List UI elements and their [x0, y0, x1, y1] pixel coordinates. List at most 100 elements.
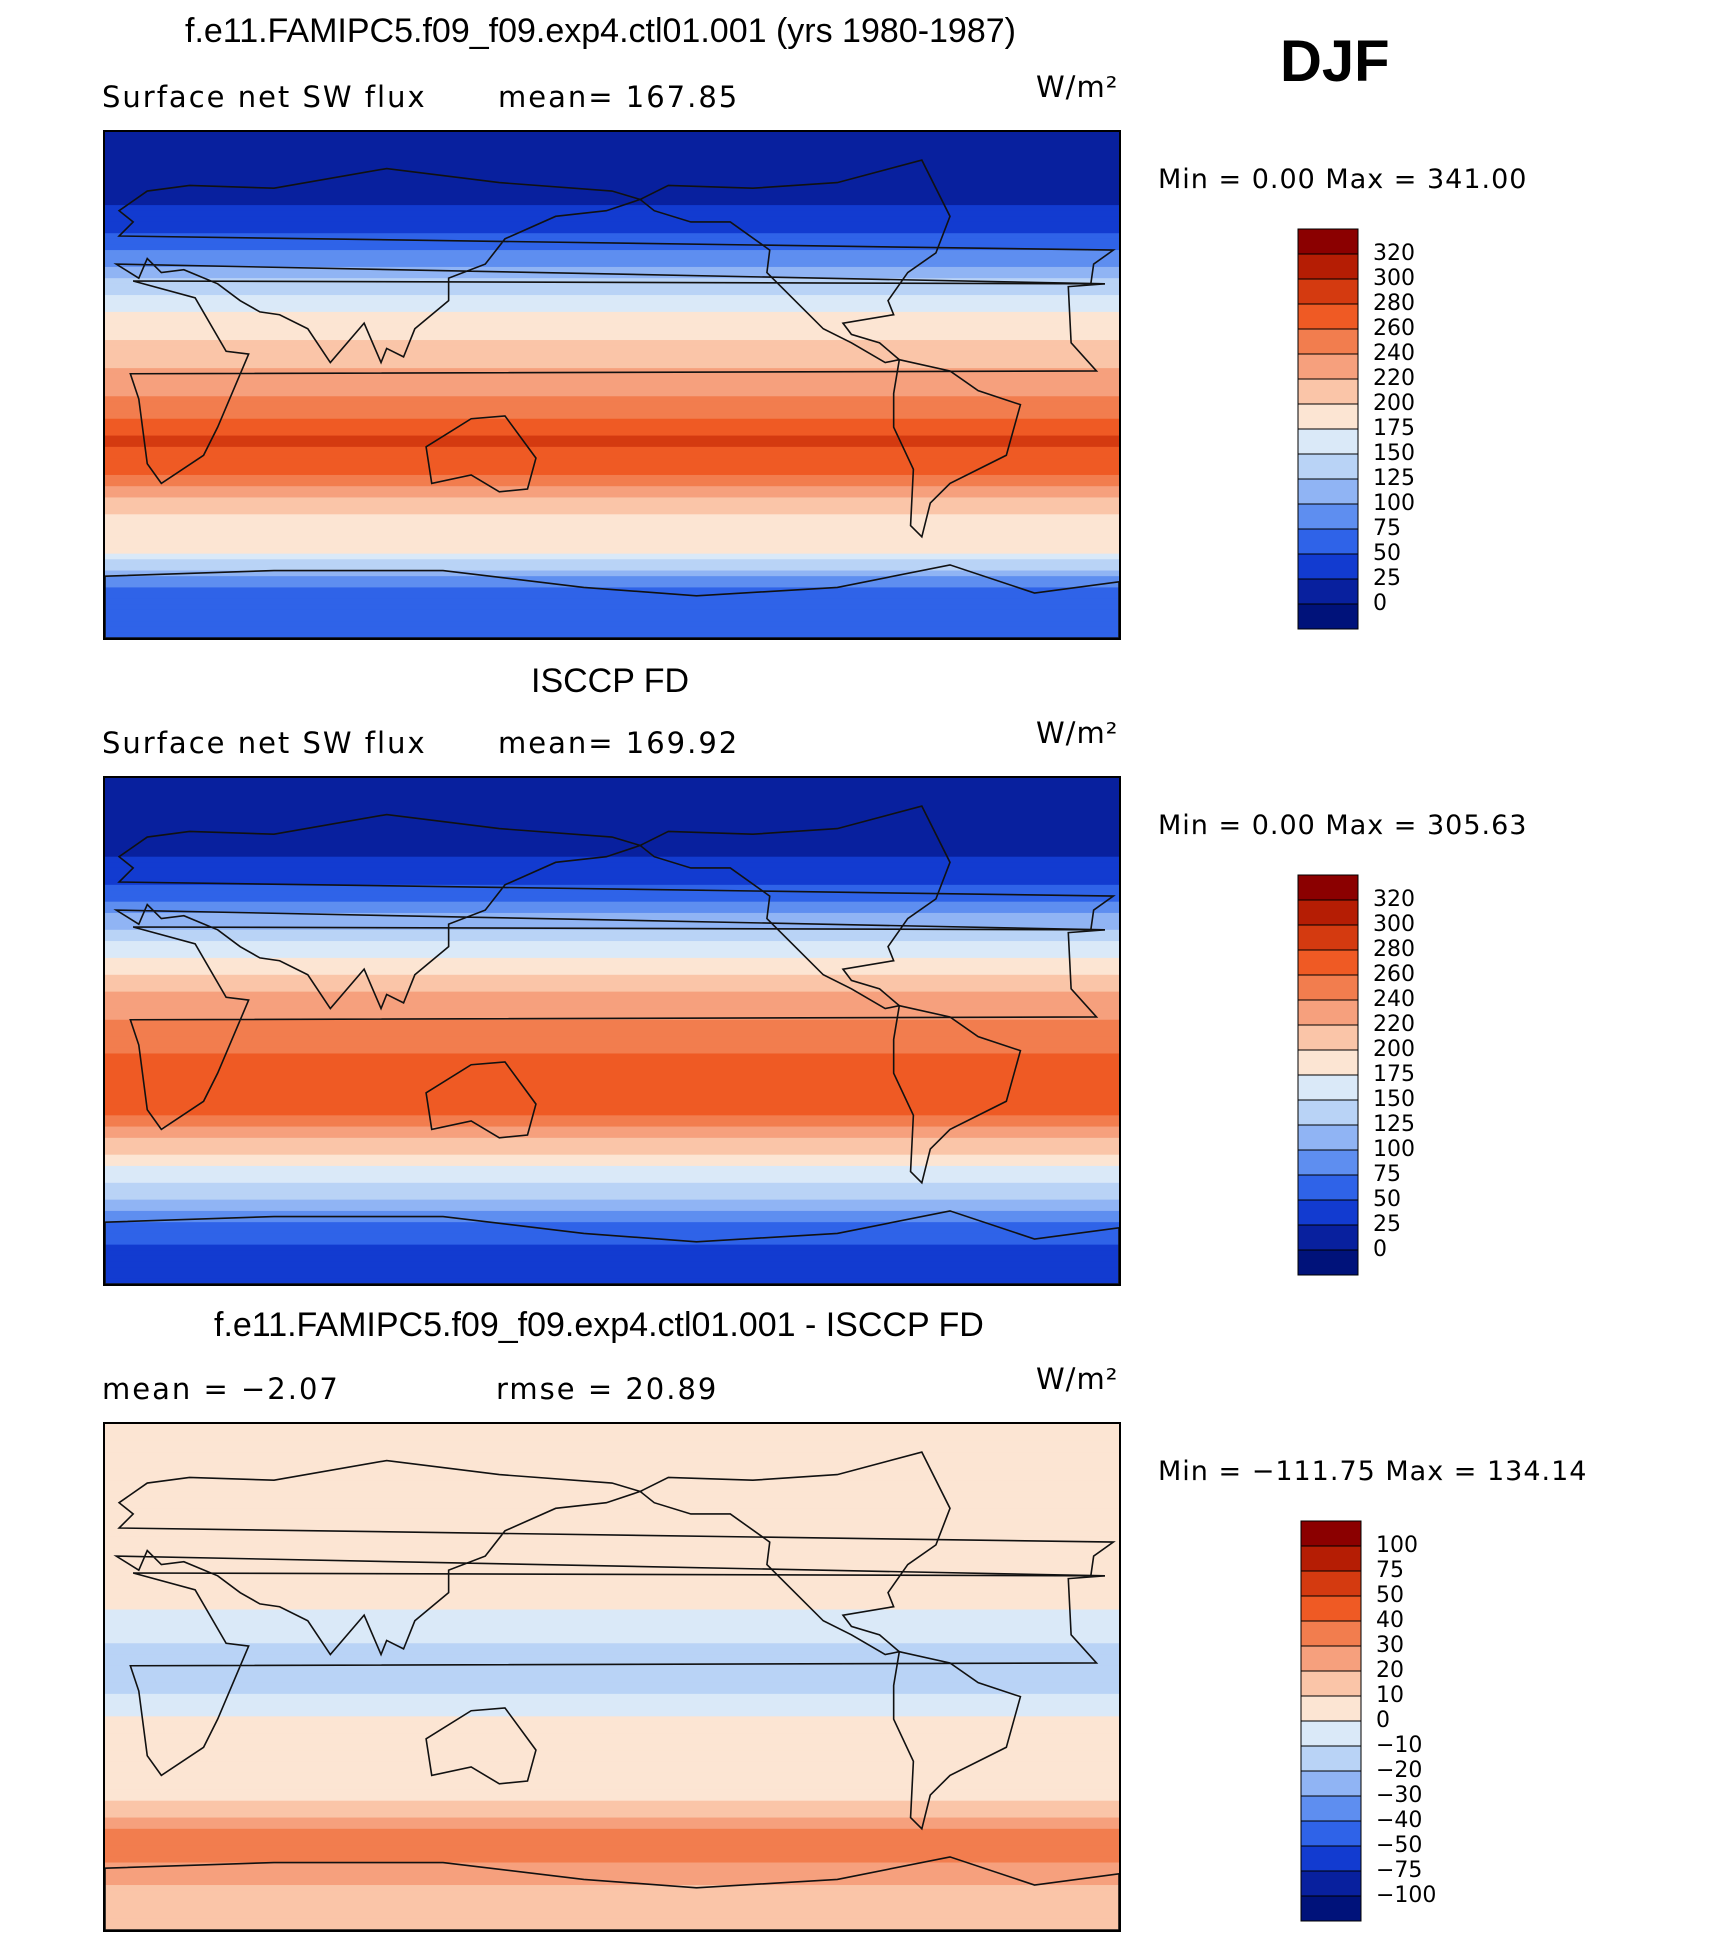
colorbar-swatch — [1297, 253, 1359, 280]
coastline — [425, 1061, 537, 1139]
flux-band — [105, 542, 1119, 549]
colorbar-level-label: 150 — [1373, 1087, 1415, 1112]
flux-band — [105, 822, 1119, 830]
flux-band — [105, 1693, 1119, 1701]
flux-band — [105, 390, 1119, 397]
coastline — [892, 358, 1022, 539]
flux-band — [105, 199, 1119, 206]
colorbar-svg — [1297, 228, 1359, 630]
flux-band — [105, 564, 1119, 572]
flux-band — [105, 531, 1119, 538]
coastline — [425, 1707, 537, 1785]
flux-band — [105, 345, 1119, 352]
colorbar-swatch — [1300, 1520, 1362, 1547]
flux-band — [105, 1547, 1119, 1554]
colorbar-level-label: 25 — [1373, 1212, 1401, 1237]
flux-band — [105, 1710, 1119, 1717]
flux-band — [105, 1474, 1119, 1481]
flux-band — [105, 1267, 1119, 1274]
flux-band — [105, 794, 1119, 802]
colorbar-level-label: −100 — [1376, 1883, 1437, 1908]
flux-band — [105, 323, 1119, 330]
colorbar-swatch — [1300, 1820, 1362, 1847]
colorbar-swatch — [1300, 1595, 1362, 1622]
flux-band — [105, 1868, 1119, 1875]
season-label: DJF — [1280, 29, 1390, 94]
coastline — [638, 1451, 951, 1656]
coastline — [113, 167, 1116, 365]
flux-band — [105, 1834, 1119, 1841]
flux-band — [105, 1239, 1119, 1246]
flux-band — [105, 1592, 1119, 1599]
colorbar-swatch — [1297, 553, 1359, 580]
flux-band — [105, 469, 1119, 476]
flux-band — [105, 283, 1119, 291]
colorbar-swatch — [1300, 1845, 1362, 1872]
map-svg — [105, 1424, 1119, 1930]
flux-band — [105, 1188, 1119, 1195]
flux-band — [105, 1598, 1119, 1605]
colorbar-level-label: 100 — [1373, 1137, 1415, 1162]
flux-band — [105, 1081, 1119, 1088]
colorbar-level-label: 300 — [1373, 266, 1415, 291]
flux-band — [105, 1199, 1119, 1206]
flux-band — [105, 435, 1119, 442]
flux-band — [105, 1907, 1119, 1914]
flux-band — [105, 828, 1119, 835]
flux-band — [105, 1727, 1119, 1734]
flux-band — [105, 486, 1119, 493]
colorbar-level-label: 0 — [1373, 591, 1387, 616]
flux-band — [105, 1059, 1119, 1066]
colorbar-level-label: −75 — [1376, 1858, 1423, 1883]
flux-band — [105, 963, 1119, 970]
flux-band — [105, 1553, 1119, 1560]
coastline — [892, 1004, 1022, 1185]
flux-band — [105, 272, 1119, 279]
flux-band — [105, 429, 1119, 437]
colorbar-swatch — [1300, 1870, 1362, 1897]
flux-band — [105, 817, 1119, 824]
colorbar-swatch — [1297, 899, 1359, 926]
panel-2-title: ISCCP FD — [531, 662, 690, 700]
colorbar-swatch — [1297, 999, 1359, 1026]
flux-band — [105, 626, 1119, 633]
flux-band — [105, 839, 1119, 847]
panel-3-units: W/m² — [1036, 1362, 1119, 1396]
panel-3-rmse-label: rmse = 20.89 — [496, 1372, 719, 1406]
coastline — [129, 1572, 1105, 1777]
flux-band — [105, 604, 1119, 611]
flux-band — [105, 1098, 1119, 1105]
flux-band — [105, 1772, 1119, 1779]
flux-band — [105, 1609, 1119, 1616]
coastline — [425, 415, 537, 493]
flux-band — [105, 1025, 1119, 1032]
panel-3-colorbar: 100 75 50 40 30 20 10 0 −10 −20 −30 −40 −50 −75 −100 — [1300, 1520, 1440, 1922]
colorbar-level-label: −40 — [1376, 1808, 1423, 1833]
colorbar-level-label: 75 — [1376, 1558, 1404, 1583]
flux-band — [105, 148, 1119, 156]
flux-band — [105, 1705, 1119, 1712]
colorbar-level-label: 200 — [1373, 1037, 1415, 1062]
flux-band — [105, 1542, 1119, 1549]
coastline — [638, 159, 951, 364]
colorbar-level-label: 300 — [1373, 912, 1415, 937]
panel-1-title: f.e11.FAMIPC5.f09_f09.exp4.ctl01.001 (yr… — [185, 12, 1016, 50]
flux-band — [105, 1688, 1119, 1695]
colorbar-swatch — [1297, 949, 1359, 976]
flux-band — [105, 986, 1119, 993]
flux-band — [105, 278, 1119, 285]
flux-band — [105, 1053, 1119, 1060]
flux-band — [105, 480, 1119, 487]
flux-band — [105, 1924, 1119, 1930]
colorbar-swatch — [1297, 1024, 1359, 1051]
flux-band — [105, 503, 1119, 510]
flux-band — [105, 1143, 1119, 1150]
flux-band — [105, 1530, 1119, 1538]
colorbar-level-label: 150 — [1373, 441, 1415, 466]
flux-band — [105, 1087, 1119, 1094]
flux-band — [105, 957, 1119, 965]
flux-band — [105, 867, 1119, 875]
flux-band — [105, 1036, 1119, 1043]
colorbar-swatch — [1300, 1695, 1362, 1722]
colorbar-swatch — [1297, 1174, 1359, 1201]
